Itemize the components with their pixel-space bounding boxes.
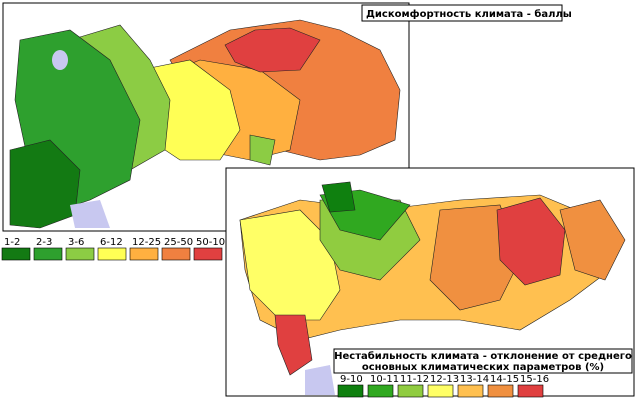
legend-label: 9-10 — [340, 374, 363, 385]
legend-swatch — [33, 247, 63, 261]
legend-label: 12-13 — [430, 374, 459, 385]
map1-title: Дискомфортность климата - баллы — [366, 8, 572, 20]
legend-swatch — [367, 384, 394, 398]
legend-swatch — [1, 247, 31, 261]
map1-panel: Дискомфортность климата - баллы — [2, 2, 572, 232]
legend-label: 1-2 — [4, 237, 20, 248]
map2-title: Нестабильность климата - отклонение от с… — [334, 350, 632, 362]
legend-swatch — [517, 384, 544, 398]
legend-label: 2-3 — [36, 237, 52, 248]
map1-shape — [9, 19, 401, 229]
map2-legend: 9-10 10-11 11-12 12-13 13-14 14-15 15-16 — [337, 374, 549, 398]
legend-swatch — [457, 384, 484, 398]
legend-swatch — [65, 247, 95, 261]
legend-label: 25-50 — [164, 237, 193, 248]
legend-label: 12-25 — [132, 237, 161, 248]
legend-swatch — [129, 247, 159, 261]
legend-swatch — [337, 384, 364, 398]
legend-label: 13-14 — [460, 374, 489, 385]
legend-swatch — [427, 384, 454, 398]
legend-label: 6-12 — [100, 237, 123, 248]
map1-legend: 1-2 2-3 3-6 6-12 12-25 25-50 50-100 — [1, 237, 231, 261]
legend-label: 10-11 — [370, 374, 399, 385]
legend-swatch — [161, 247, 191, 261]
legend-label: 14-15 — [490, 374, 519, 385]
legend-swatch — [487, 384, 514, 398]
legend-label: 3-6 — [68, 237, 84, 248]
legend-swatch — [193, 247, 223, 261]
legend-swatch — [397, 384, 424, 398]
map2-title: основных климатических параметров (%) — [362, 362, 604, 373]
legend-label: 11-12 — [400, 374, 429, 385]
map2-shape — [239, 181, 626, 395]
legend-swatch — [97, 247, 127, 261]
legend-label: 50-100 — [196, 237, 231, 248]
legend-label: 15-16 — [520, 374, 549, 385]
map2-panel: Нестабильность климата - отклонение от с… — [225, 167, 635, 398]
